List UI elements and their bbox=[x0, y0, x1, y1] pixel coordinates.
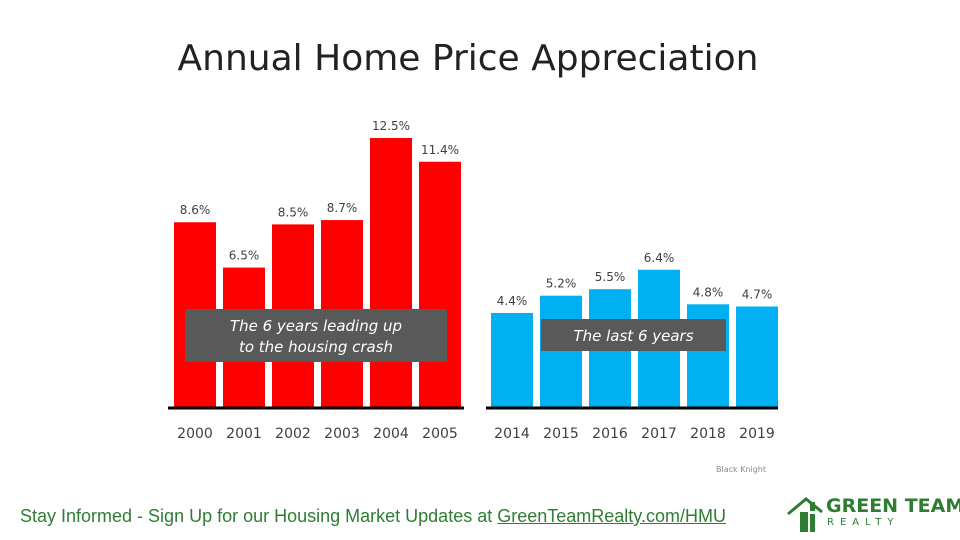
green-team-logo: GREEN TEAM REALTY bbox=[786, 494, 960, 534]
bar-chart: 8.6% 2000 6.5% 2001 8.5% 2002 8.7% 2003 12.5% 200… bbox=[168, 119, 778, 442]
x-tick-2014: 2014 bbox=[494, 426, 530, 442]
logo-line1: GREEN TEAM bbox=[826, 495, 960, 517]
x-tick-2017: 2017 bbox=[641, 426, 677, 442]
annotation-text: The last 6 years bbox=[573, 327, 693, 345]
x-tick-2003: 2003 bbox=[324, 426, 360, 442]
x-tick-2018: 2018 bbox=[690, 426, 726, 442]
logo-line2: REALTY bbox=[827, 517, 900, 528]
data-label-2002: 8.5% bbox=[278, 205, 309, 219]
x-tick-2001: 2001 bbox=[226, 426, 262, 442]
data-label-2014: 4.4% bbox=[497, 294, 528, 308]
data-label-2017: 6.4% bbox=[644, 251, 675, 265]
data-label-2005: 11.4% bbox=[421, 143, 459, 157]
data-label-2019: 4.7% bbox=[742, 287, 773, 301]
x-tick-2000: 2000 bbox=[177, 426, 213, 442]
chart-title: Annual Home Price Appreciation bbox=[177, 38, 759, 79]
house-icon bbox=[787, 497, 823, 532]
x-tick-2016: 2016 bbox=[592, 426, 628, 442]
annotation-text: The 6 years leading up bbox=[230, 317, 402, 335]
x-tick-2005: 2005 bbox=[422, 426, 458, 442]
data-label-2018: 4.8% bbox=[693, 285, 724, 299]
annotation-box bbox=[185, 309, 447, 362]
x-tick-2015: 2015 bbox=[543, 426, 579, 442]
bar-2019 bbox=[736, 306, 778, 408]
data-label-2003: 8.7% bbox=[327, 201, 358, 215]
footer: Stay Informed - Sign Up for our Housing … bbox=[20, 506, 726, 527]
annotation-text: to the housing crash bbox=[239, 338, 393, 356]
bar-2015 bbox=[540, 295, 582, 408]
annotation-box bbox=[541, 319, 726, 351]
footer-link[interactable]: GreenTeamRealty.com/HMU bbox=[497, 506, 726, 526]
data-label-2016: 5.5% bbox=[595, 270, 626, 284]
data-label-2004: 12.5% bbox=[372, 119, 410, 133]
bar-2005 bbox=[419, 161, 461, 408]
bar-2014 bbox=[491, 312, 533, 408]
x-tick-2004: 2004 bbox=[373, 426, 409, 442]
x-tick-2019: 2019 bbox=[739, 426, 775, 442]
bar-2004 bbox=[370, 138, 412, 408]
footer-text: Stay Informed - Sign Up for our Housing … bbox=[20, 506, 498, 526]
data-label-2015: 5.2% bbox=[546, 277, 577, 291]
source-label: Black Knight bbox=[716, 465, 767, 474]
data-label-2001: 6.5% bbox=[229, 249, 260, 263]
data-label-2000: 8.6% bbox=[180, 203, 211, 217]
x-tick-2002: 2002 bbox=[275, 426, 311, 442]
